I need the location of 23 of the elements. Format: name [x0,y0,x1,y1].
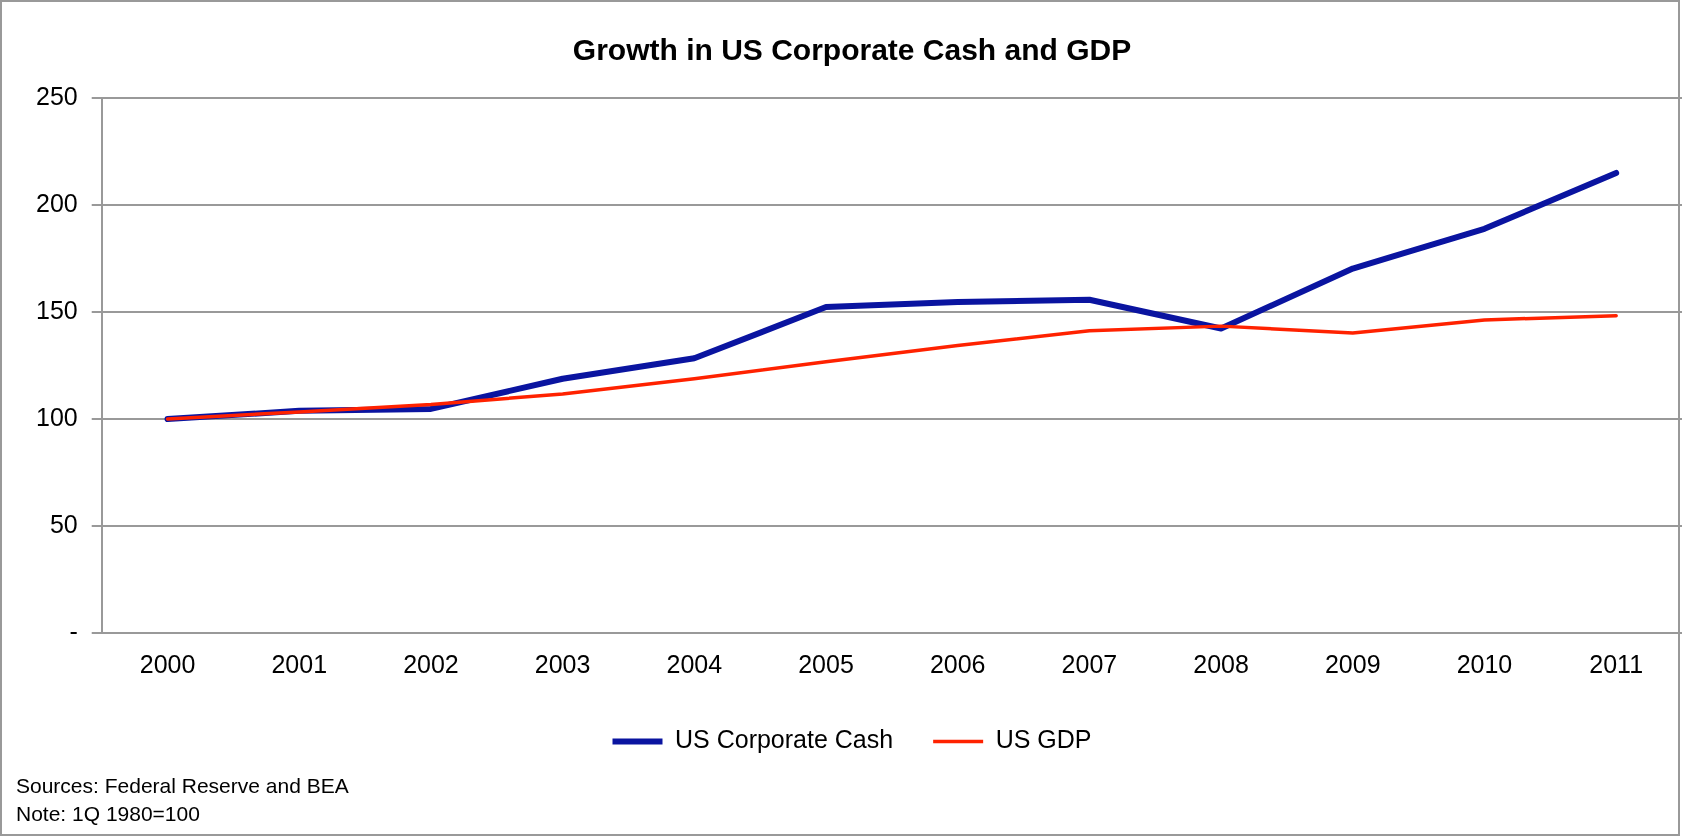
y-tick-label: 250 [35,81,78,110]
y-tick-label: - [69,616,78,645]
x-tick-label: 2002 [403,649,459,678]
text: Note: 1Q 1980=100 [16,801,201,827]
x-tick-label: 2005 [798,649,854,678]
y-tick-label: 150 [35,295,78,324]
legend-label: US Corporate Cash [675,725,894,754]
legend-label: US GDP [995,725,1092,754]
x-tick-label: 2007 [1061,649,1118,678]
source-note: Sources: Federal Reserve and BEA [16,773,349,799]
x-tick-label: 2006 [929,649,986,678]
x-tick-label: 2003 [534,649,591,678]
x-tick-label: 2000 [139,649,196,678]
y-tick-label: 50 [49,509,78,538]
x-tick-label: 2004 [666,649,723,678]
x-tick-label: 2008 [1193,649,1249,678]
y-tick-label: 100 [35,402,78,431]
y-tick-label: 200 [35,188,78,217]
x-tick-label: 2001 [271,649,328,678]
x-tick-label: 2011 [1589,649,1644,678]
chart-title: Growth in US Corporate Cash and GDP [572,33,1132,67]
x-tick-label: 2009 [1324,649,1381,678]
x-tick-label: 2010 [1456,649,1513,678]
